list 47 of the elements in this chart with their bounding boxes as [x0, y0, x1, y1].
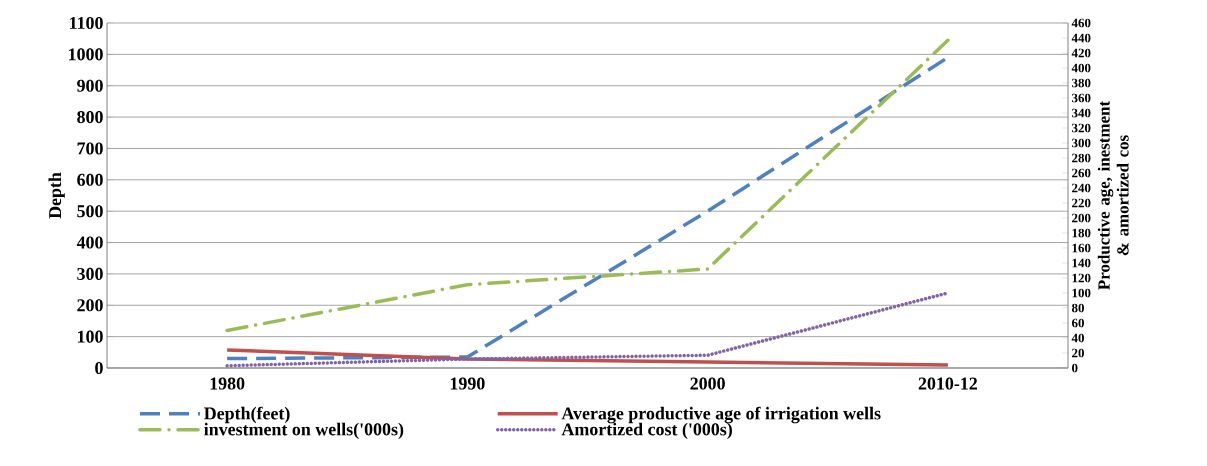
y2-tick-label: 0	[1072, 363, 1078, 373]
y2-tick-label: 380	[1072, 78, 1091, 88]
line-series	[225, 291, 950, 368]
y2-tick-label: 260	[1072, 168, 1091, 178]
y2-tick-label: 420	[1071, 48, 1091, 58]
y2-tick-label: 240	[1072, 183, 1091, 193]
y-tick-label: 100	[78, 330, 103, 343]
y-tick-label: 0	[95, 361, 103, 375]
y-axis-title: Depth	[48, 172, 65, 219]
x-tick-label: 1980	[210, 377, 245, 390]
y2-tick-label: 80	[1071, 303, 1084, 313]
y2-tick-label: 460	[1071, 18, 1091, 28]
y2-tick-label: 40	[1071, 333, 1084, 343]
y2-tick-label: 100	[1072, 288, 1091, 298]
y-tick-label: 700	[77, 142, 103, 155]
x-tick-label: 2010-12	[918, 377, 977, 390]
y2-tick-label: 340	[1072, 108, 1091, 118]
y-tick-label: 200	[77, 299, 103, 312]
y2-tick-label: 160	[1072, 243, 1091, 253]
legend-label: Depth(feet)	[204, 406, 290, 424]
y2-tick-label: 360	[1072, 93, 1091, 103]
y2-tick-label: 280	[1072, 153, 1091, 163]
y2-tick-label: 140	[1072, 258, 1091, 268]
y2-tick-label: 220	[1072, 198, 1091, 208]
y2-tick-label: 120	[1072, 273, 1091, 283]
y2-tick-label: 440	[1071, 33, 1091, 43]
y-tick-label: 500	[77, 205, 103, 218]
y2-tick-label: 20	[1072, 348, 1084, 358]
x-tick-label: 2000	[690, 377, 725, 390]
y-tick-label: 900	[77, 79, 103, 92]
y-tick-label: 600	[77, 173, 103, 186]
y2-tick-label: 200	[1072, 213, 1091, 223]
y2-axis-title: Productive age, inestment & amortized cos	[1097, 100, 1129, 290]
y2-tick-label: 300	[1072, 138, 1091, 148]
y-tick-label: 1100	[70, 16, 103, 30]
y-tick-label: 400	[76, 236, 103, 249]
y2-tick-label: 320	[1072, 123, 1091, 133]
y2-tick-label: 400	[1071, 63, 1091, 73]
legend-label: Amortized cost ('000s)	[561, 422, 732, 440]
x-tick-label: 1990	[450, 377, 485, 390]
y2-tick-label: 180	[1072, 228, 1091, 238]
legend-label: Average productive age of irrigation wells	[561, 406, 881, 424]
legend-label: investment on wells('000s)	[204, 422, 404, 440]
y-tick-label: 800	[77, 111, 103, 124]
y-tick-label: 300	[77, 267, 103, 280]
y2-tick-label: 60	[1071, 318, 1084, 328]
y-tick-label: 1000	[69, 48, 103, 61]
